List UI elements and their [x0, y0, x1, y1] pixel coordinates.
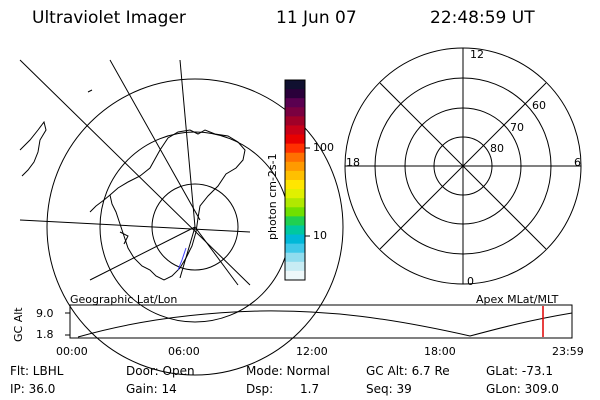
status-gain: Gain: 14	[126, 382, 177, 396]
colorbar-segment	[285, 180, 305, 190]
colorbar-segment	[285, 107, 305, 117]
colorbar-segment	[285, 252, 305, 263]
status-glon: GLon: 309.0	[486, 382, 559, 396]
instrument-title: Ultraviolet Imager	[32, 8, 186, 28]
geographic-map	[19, 59, 344, 376]
colorbar-frame	[284, 79, 306, 281]
orbit-ytick-label-1: 1.8	[36, 328, 54, 341]
colorbar-segment	[285, 189, 305, 199]
colorbar-segment	[285, 261, 305, 272]
orbit-y-axis-label: GC Alt	[12, 307, 25, 342]
colorbar-segment	[285, 161, 305, 172]
south-america-coast	[19, 120, 47, 177]
status-filter: Flt: LBHL	[10, 364, 64, 378]
status-mode: Mode: Normal	[246, 364, 330, 378]
colorbar-segment	[285, 134, 305, 145]
status-gc-alt: GC Alt: 6.7 Re	[366, 364, 450, 378]
colorbar-label-100: 100	[313, 141, 334, 154]
colorbar-segment	[285, 207, 305, 217]
orbit-panel	[65, 304, 573, 339]
orbit-xtick-1800: 18:00	[424, 345, 456, 358]
status-glat: GLat: -73.1	[486, 364, 553, 378]
colorbar-segment	[285, 98, 305, 108]
mlt-label-18: 18	[346, 156, 360, 169]
orbit-label-geographic: Geographic Lat/Lon	[70, 293, 178, 306]
colorbar-segment	[285, 143, 305, 154]
status-dsp-value: 1.7	[300, 382, 320, 396]
orbit-xtick-0000: 00:00	[56, 345, 88, 358]
date-label: 11 Jun 07	[276, 8, 357, 28]
orbit-altitude-curve	[77, 310, 573, 338]
status-seq: Seq: 39	[366, 382, 412, 396]
colorbar-segment	[285, 152, 305, 163]
colorbar-segment	[285, 80, 305, 90]
colorbar-segment	[285, 216, 305, 226]
mlt-label-0: 0	[467, 275, 474, 288]
polar-plot	[344, 47, 582, 285]
colorbar-segment	[285, 116, 305, 126]
status-ip: IP: 36.0	[10, 382, 56, 396]
mlat-label-60: 60	[532, 99, 546, 112]
island-1	[87, 89, 93, 93]
meridian-5	[194, 226, 239, 286]
mlat-label-80: 80	[490, 142, 504, 155]
ice-shelf-edge	[177, 247, 187, 271]
colorbar	[285, 80, 305, 281]
meridian-6	[89, 226, 196, 281]
status-dsp-label: Dsp:	[246, 382, 274, 396]
orbit-xtick-1200: 12:00	[296, 345, 328, 358]
colorbar-segment	[285, 225, 305, 236]
orbit-label-apex: Apex MLat/MLT	[476, 293, 559, 306]
meridian-2	[19, 219, 251, 233]
mlt-label-6: 6	[574, 156, 581, 169]
colorbar-unit-label: photon cm-2s-1	[266, 153, 279, 240]
meridian-4	[179, 226, 196, 279]
antarctica-coast	[109, 129, 246, 281]
meridian-1	[19, 59, 251, 286]
orbit-xtick-0600: 06:00	[168, 345, 200, 358]
peninsula-coast	[89, 194, 111, 213]
orbit-frame	[69, 304, 573, 339]
polar-diagonal-2	[379, 82, 547, 250]
meridian-3	[109, 59, 201, 221]
colorbar-segment	[285, 270, 305, 281]
colorbar-segment	[285, 125, 305, 136]
colorbar-segment	[285, 89, 305, 99]
lat-circle-outer	[46, 78, 344, 376]
orbit-ytick-label-9: 9.0	[36, 307, 54, 320]
meridian-7	[179, 59, 196, 228]
time-label: 22:48:59 UT	[430, 8, 535, 28]
mlat-label-70: 70	[510, 121, 524, 134]
mlt-label-12: 12	[470, 48, 484, 61]
orbit-xtick-2359: 23:59	[552, 345, 584, 358]
colorbar-label-10: 10	[313, 229, 327, 242]
colorbar-segment	[285, 243, 305, 254]
status-door: Door: Open	[126, 364, 195, 378]
colorbar-segment	[285, 170, 305, 181]
island-2	[119, 231, 129, 245]
colorbar-segment	[285, 234, 305, 245]
colorbar-segment	[285, 198, 305, 208]
